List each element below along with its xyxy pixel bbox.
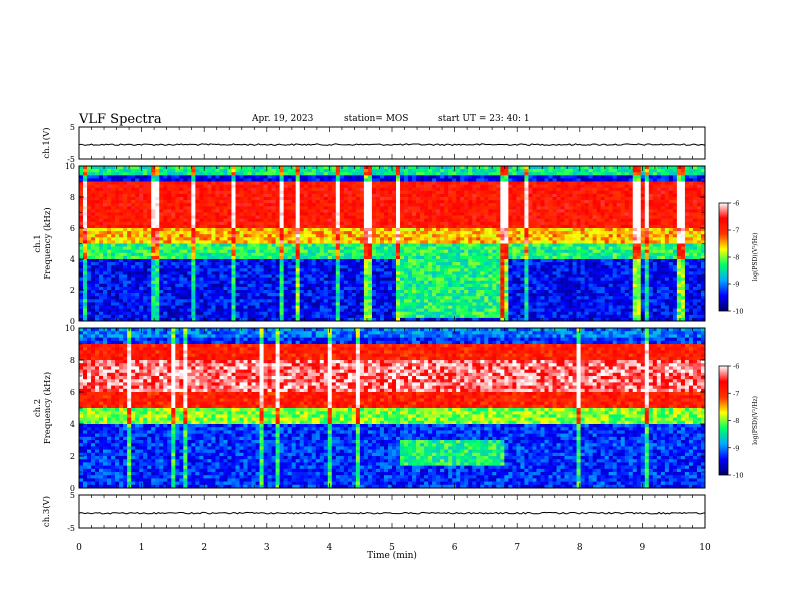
date-label: Apr. 19, 2023: [252, 114, 314, 124]
ch1-waveform-ytick-label: -5: [67, 155, 75, 164]
xtick-label: 8: [577, 543, 583, 553]
ch1-spectrogram-ytick-label: 10: [65, 162, 75, 171]
ch1-spectrogram-ytick-label: 0: [70, 317, 75, 326]
ch2-spectrogram-ytick-label: 0: [70, 484, 75, 493]
ch2-spectrogram-ytick-label: 8: [70, 356, 75, 365]
ch3-waveform-trace: [78, 511, 706, 515]
ch1-spectrogram-panel: 0 2 4 6 8 10 ch.1Frequency (kHz): [33, 162, 706, 326]
colorbar-tick-label: -6: [733, 200, 739, 208]
ch3-waveform-ytick-label: 5: [70, 491, 75, 500]
ch1-spectrogram-ytick-label: 4: [70, 255, 75, 264]
colorbar-label: log(PSD)(V²/Hz): [752, 396, 759, 445]
colorbar-tick-label: -10: [733, 472, 743, 480]
ch1-waveform-trace: [78, 143, 706, 146]
start-time-label: start UT = 23: 40: 1: [438, 114, 530, 124]
xtick-label: 2: [201, 543, 207, 553]
colorbar-tick-label: -7: [733, 227, 739, 235]
ch1-spectrogram-ylabel: ch.1Frequency (kHz): [33, 207, 53, 279]
ch1-spectrogram-colorbar: -6 -7 -8 -9 -10 log(PSD)(V²/Hz): [718, 200, 759, 316]
colorbar-tick-label: -9: [733, 281, 739, 289]
colorbar-tick-label: -10: [733, 308, 743, 316]
ch2-spectrogram-ytick-label: 10: [65, 324, 75, 333]
station-label: station= MOS: [344, 114, 409, 124]
ch2-spectrogram-ytick-label: 4: [70, 420, 75, 429]
xaxis-label: Time (min): [367, 550, 417, 561]
ch1-waveform-ytick-label: 5: [70, 123, 75, 132]
ch2-spectrogram-ytick-label: 2: [70, 452, 75, 461]
ch2-spectrogram-ytick-label: 6: [70, 388, 75, 397]
xtick-label: 0: [76, 543, 82, 553]
colorbar-tick-label: -8: [733, 254, 739, 262]
xtick-label: 1: [139, 543, 145, 553]
ch3-waveform-ytick-label: -5: [67, 524, 75, 533]
ch2-spectrogram-ylabel: ch.2Frequency (kHz): [33, 372, 53, 444]
xtick-label: 5: [389, 543, 395, 553]
ch2-spectrogram-image: [79, 328, 706, 489]
colorbar-label: log(PSD)(V²/Hz): [752, 233, 759, 282]
ch1-spectrogram-ytick-label: 6: [70, 224, 75, 233]
ch1-spectrogram-ytick-label: 8: [70, 193, 75, 202]
xtick-label: 7: [514, 543, 520, 553]
ch3-waveform-panel: 5 -5 ch.3(V): [41, 491, 706, 533]
colorbar-tick-label: -7: [733, 390, 739, 398]
ch3-waveform-ylabel: ch.3(V): [41, 496, 52, 527]
ch1-waveform-ylabel: ch.1(V): [41, 127, 52, 158]
ch1-spectrogram-image: [79, 166, 706, 322]
xtick-label: 4: [327, 543, 333, 553]
xtick-label: 9: [640, 543, 646, 553]
ch1-spectrogram-ytick-label: 2: [70, 286, 75, 295]
colorbar-tick-label: -9: [733, 444, 739, 452]
ch2-spectrogram-panel: 0 2 4 6 8 10 ch.2Frequency (kHz): [33, 324, 706, 493]
xtick-label: 6: [452, 543, 458, 553]
xtick-label: 3: [264, 543, 270, 553]
figure-title: VLF Spectra: [79, 112, 162, 127]
ch1-waveform-panel: 5 -5 ch.1(V): [41, 123, 706, 164]
xtick-label: 10: [699, 543, 711, 553]
colorbar-tick-label: -6: [733, 363, 739, 371]
ch2-spectrogram-colorbar: -6 -7 -8 -9 -10 log(PSD)(V²/Hz): [718, 363, 759, 480]
colorbar-tick-label: -8: [733, 417, 739, 425]
